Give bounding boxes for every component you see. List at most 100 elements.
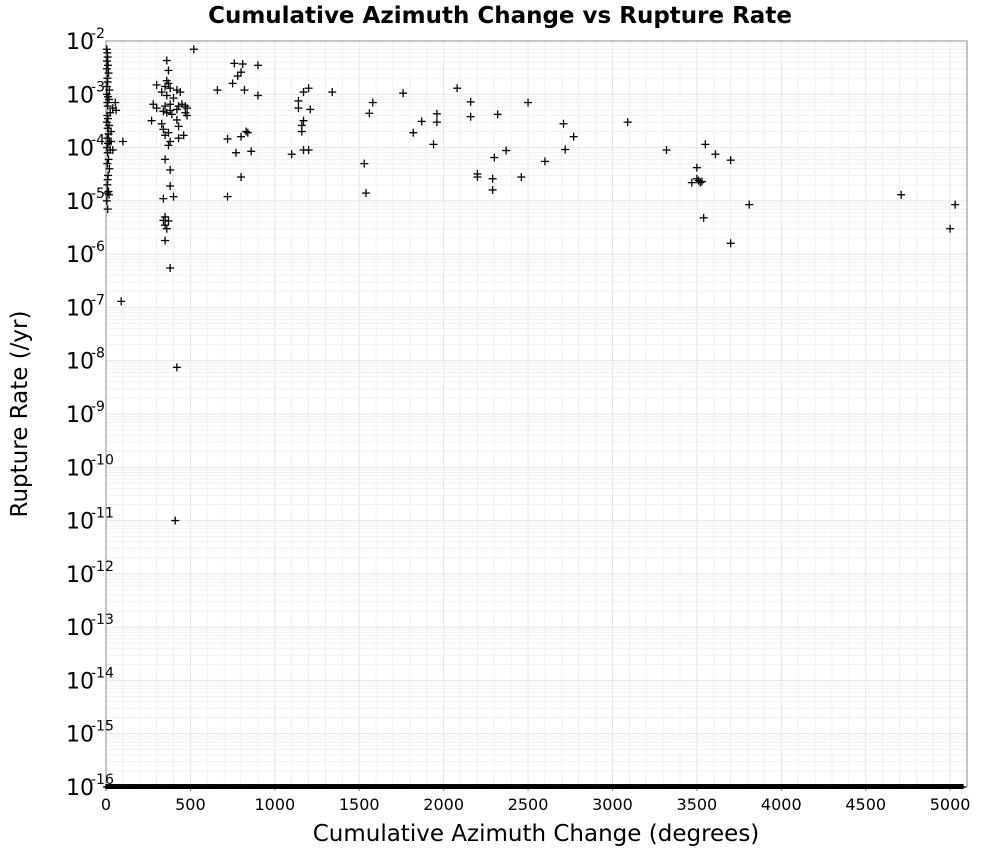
y-tick-label-base: 10 <box>66 563 94 588</box>
floor-row-points <box>103 784 966 789</box>
data-point <box>701 140 710 149</box>
data-point <box>662 146 671 155</box>
data-point <box>399 89 408 98</box>
data-point <box>103 102 112 111</box>
data-point <box>183 111 192 120</box>
data-point <box>306 105 315 114</box>
y-tick-label-exponent: -15 <box>91 719 114 735</box>
data-point <box>105 190 114 199</box>
data-point <box>493 110 502 119</box>
y-axis-label: Rupture Rate (/yr) <box>7 311 33 518</box>
data-point <box>569 132 578 141</box>
data-point <box>294 96 303 105</box>
data-point <box>166 182 175 191</box>
data-point <box>517 173 526 182</box>
data-point <box>102 64 111 73</box>
y-tick-label-exponent: -10 <box>91 452 114 468</box>
data-point <box>432 118 441 127</box>
data-point <box>164 216 173 225</box>
y-tick-label-base: 10 <box>66 243 94 268</box>
y-tick-label-base: 10 <box>66 350 94 375</box>
y-tick-label-exponent: -13 <box>91 612 114 628</box>
data-point <box>231 148 240 157</box>
y-tick-label-exponent: -7 <box>91 292 105 308</box>
data-point <box>174 122 183 131</box>
data-point <box>164 66 173 75</box>
data-point <box>237 173 246 182</box>
data-point <box>102 196 111 205</box>
data-point <box>103 57 112 66</box>
data-point <box>169 192 178 201</box>
data-point <box>104 114 113 123</box>
data-point <box>299 88 308 97</box>
data-point <box>172 86 181 95</box>
data-point <box>432 109 441 118</box>
data-point <box>711 150 720 159</box>
data-point <box>360 159 369 168</box>
y-tick-label-exponent: -11 <box>91 506 114 522</box>
y-tick-label-base: 10 <box>66 296 94 321</box>
data-point <box>429 140 438 149</box>
data-point <box>103 78 112 87</box>
data-point <box>111 98 120 107</box>
data-point <box>237 132 246 141</box>
x-axis-ticks: 0 500 1000 1500 2000 2500 3000 3500 4000 4500 5000 <box>101 787 970 814</box>
x-tick-label: 1500 <box>339 795 380 814</box>
y-tick-label-base: 10 <box>66 83 94 108</box>
data-point <box>166 84 175 93</box>
data-point <box>103 148 112 157</box>
data-point <box>502 146 511 155</box>
data-point <box>162 56 171 65</box>
data-points <box>102 45 960 525</box>
y-tick-label-base: 10 <box>66 723 94 748</box>
data-point <box>162 224 171 233</box>
data-point <box>540 157 549 166</box>
data-point <box>304 84 313 93</box>
data-point <box>228 79 237 88</box>
x-tick-label: 2500 <box>508 795 549 814</box>
x-tick-label: 0 <box>101 795 111 814</box>
data-point <box>466 97 475 106</box>
data-point <box>104 129 113 138</box>
data-point <box>488 185 497 194</box>
data-point <box>697 177 706 186</box>
data-point <box>104 155 113 164</box>
data-point <box>417 117 426 126</box>
data-point <box>488 174 497 183</box>
data-point <box>240 86 249 95</box>
data-point <box>162 108 171 117</box>
data-point <box>699 213 708 222</box>
y-tick-label-base: 10 <box>66 669 94 694</box>
y-tick-label-exponent: -12 <box>91 559 114 575</box>
data-point <box>694 176 703 185</box>
data-point <box>152 80 161 89</box>
data-point <box>105 86 114 95</box>
data-point <box>161 221 170 230</box>
y-tick-label-exponent: -8 <box>91 346 105 362</box>
data-point <box>189 45 198 54</box>
x-tick-label: 3000 <box>592 795 633 814</box>
x-tick-label: 4000 <box>761 795 802 814</box>
data-point <box>147 116 156 125</box>
data-point <box>466 112 475 121</box>
data-point <box>164 141 173 150</box>
y-tick-label-exponent: -2 <box>91 26 105 42</box>
data-point <box>692 174 701 183</box>
data-point <box>104 61 113 70</box>
y-tick-label-base: 10 <box>66 776 94 801</box>
data-point <box>172 363 181 372</box>
data-point <box>745 200 754 209</box>
data-point <box>368 98 377 107</box>
y-tick-label-exponent: -6 <box>91 239 105 255</box>
data-point <box>103 159 112 168</box>
data-point <box>174 134 183 143</box>
data-point <box>361 189 370 198</box>
data-point <box>103 53 112 62</box>
y-tick-label-base: 10 <box>66 190 94 215</box>
data-point <box>561 145 570 154</box>
data-point <box>149 100 158 109</box>
data-point <box>108 146 117 155</box>
data-point <box>103 180 112 189</box>
data-point <box>213 86 222 95</box>
